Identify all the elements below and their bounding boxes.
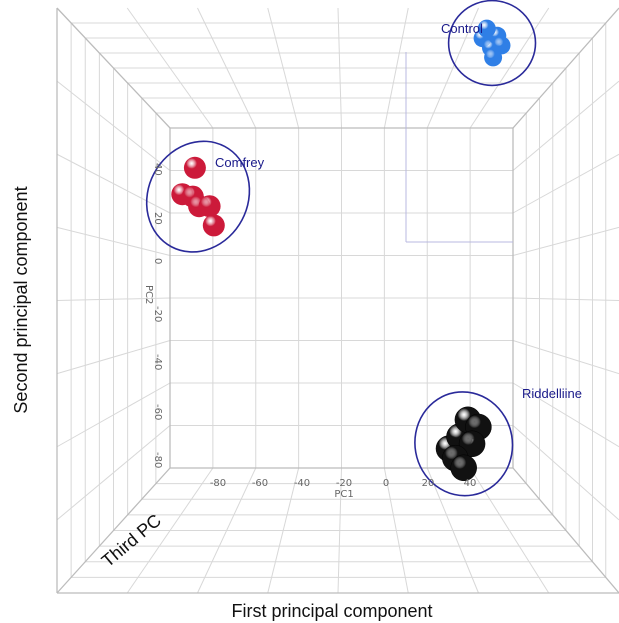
x-tick-label: -60	[252, 478, 268, 489]
x-tick-label: 40	[464, 478, 477, 489]
x-tick-label: 0	[383, 478, 389, 489]
y-tick-label: 0	[152, 258, 163, 264]
data-point-comfrey	[203, 214, 225, 236]
y-tick-label: -80	[152, 452, 163, 468]
x-tick-label: -40	[294, 478, 310, 489]
inner-y-axis-label: PC2	[143, 285, 154, 304]
data-point-riddelliine	[451, 455, 477, 481]
group-label-riddelliine: Riddelliine	[522, 386, 582, 401]
data-point-control	[484, 48, 502, 66]
group-label-comfrey: Comfrey	[215, 155, 265, 170]
group-labels: Control Comfrey Riddelliine	[215, 21, 582, 401]
data-point-comfrey	[184, 157, 206, 179]
x-axis-title: First principal component	[231, 601, 432, 621]
x-tick-label: -80	[210, 478, 226, 489]
y-tick-label: 20	[152, 212, 163, 225]
x-tick-label: -20	[336, 478, 352, 489]
y-tick-label: -40	[152, 354, 163, 370]
x-tick-label: 20	[422, 478, 435, 489]
y-tick-label: 40	[152, 163, 163, 176]
y-axis-title: Second principal component	[11, 186, 31, 413]
y-tick-label: -20	[152, 306, 163, 322]
data-point-comfrey	[199, 195, 221, 217]
inner-x-axis-label: PC1	[334, 489, 353, 500]
3d-box-wireframe	[57, 8, 619, 593]
data-points	[171, 20, 510, 481]
group-label-control: Control	[441, 21, 483, 36]
y-tick-label: -60	[152, 404, 163, 420]
